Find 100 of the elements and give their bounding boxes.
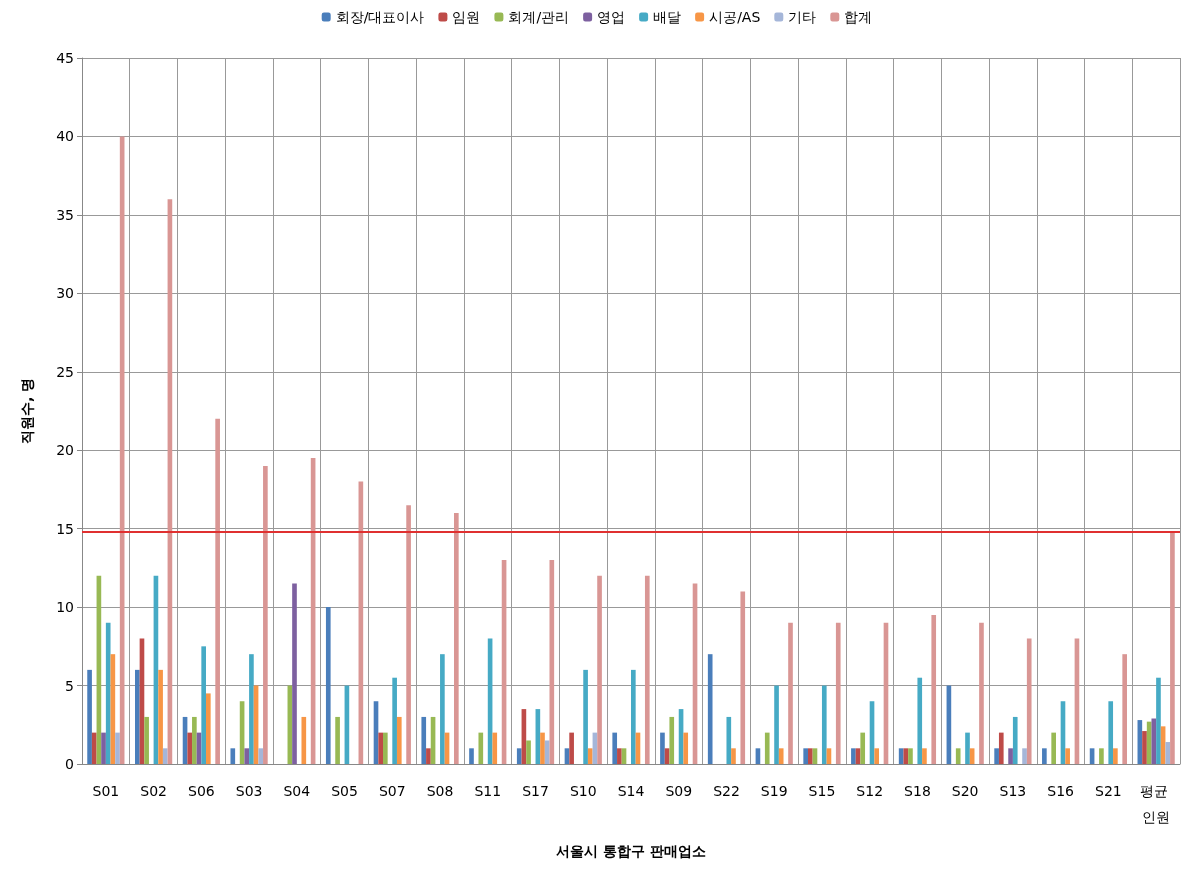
bar — [617, 748, 622, 764]
bar — [301, 716, 307, 764]
x-tick-label: 평균 인원 — [1139, 783, 1173, 825]
y-axis-title: 직원수, 명 — [19, 377, 35, 445]
bar — [707, 654, 713, 764]
bar — [965, 732, 970, 764]
x-tick-label: S20 — [951, 783, 979, 799]
bar — [478, 732, 484, 764]
bar — [526, 740, 531, 764]
x-tick-label: S11 — [474, 783, 502, 799]
bar — [263, 465, 268, 764]
bar — [583, 669, 588, 764]
bar — [612, 732, 618, 764]
x-tick-label: S13 — [999, 783, 1027, 799]
bar — [516, 748, 522, 764]
bar — [162, 748, 168, 764]
bar — [335, 716, 340, 764]
bar — [1108, 701, 1114, 764]
bar — [998, 732, 1004, 764]
bar — [1156, 677, 1161, 764]
bar — [669, 716, 675, 764]
x-tick-label: S07 — [378, 783, 406, 799]
legend-label: 합계 — [844, 9, 873, 25]
bar — [206, 693, 211, 764]
x-tick-label: S01 — [92, 783, 120, 799]
bar — [908, 748, 913, 764]
legend-label: 회계/관리 — [508, 9, 570, 25]
bar — [922, 748, 927, 764]
bar — [144, 716, 149, 764]
bar — [134, 669, 140, 764]
bar — [979, 622, 984, 764]
bar — [469, 748, 474, 764]
bar — [1170, 531, 1175, 764]
bar — [764, 732, 770, 764]
bar — [549, 560, 555, 764]
x-tick-label: S02 — [140, 783, 167, 799]
bar — [1165, 742, 1171, 764]
bar — [860, 732, 866, 764]
bar — [383, 732, 388, 764]
bar — [1022, 748, 1027, 764]
bar — [740, 591, 746, 764]
legend-label: 배달 — [653, 9, 682, 25]
bar — [392, 677, 397, 764]
bar — [115, 732, 120, 764]
bar — [1008, 748, 1013, 764]
bar — [492, 732, 498, 764]
bar — [1026, 638, 1032, 764]
bar — [1151, 718, 1157, 764]
bar — [101, 732, 106, 764]
bar — [215, 418, 220, 764]
bar — [201, 646, 206, 764]
bar — [87, 669, 92, 764]
bar — [731, 748, 736, 764]
x-tick-label: S18 — [904, 783, 931, 799]
bar — [917, 677, 923, 764]
bar — [454, 512, 459, 764]
bar — [726, 716, 732, 764]
bar — [807, 748, 813, 764]
bar — [683, 732, 689, 764]
bar — [91, 732, 97, 764]
y-tick-label: 5 — [65, 677, 74, 694]
x-tick-label: S04 — [283, 783, 311, 799]
bar — [774, 685, 779, 764]
bar — [230, 748, 236, 764]
bar — [1122, 654, 1128, 764]
y-tick-label: 0 — [65, 756, 74, 772]
bar — [660, 732, 665, 764]
legend-label: 시공/AS — [709, 9, 761, 25]
y-tick-label: 15 — [56, 520, 74, 537]
bar — [406, 505, 411, 764]
x-axis-title: 서울시 통합구 판매업소 — [556, 843, 706, 859]
bar — [955, 748, 961, 764]
bar — [192, 716, 197, 764]
bar — [1065, 748, 1070, 764]
x-tick-label: S21 — [1095, 783, 1122, 799]
y-tick-label: 35 — [56, 206, 74, 223]
bar — [778, 748, 784, 764]
y-tick-label: 20 — [56, 442, 74, 459]
bar — [1051, 732, 1056, 764]
bar — [421, 716, 427, 764]
bar — [569, 732, 574, 764]
bar — [803, 748, 808, 764]
bar — [1012, 716, 1018, 764]
bar — [1042, 748, 1047, 764]
bar — [851, 748, 856, 764]
bar — [396, 716, 402, 764]
x-tick-label: S12 — [856, 783, 884, 799]
bar — [187, 732, 193, 764]
x-tick-label: S15 — [808, 783, 836, 799]
bar — [105, 622, 111, 764]
bar — [1142, 731, 1147, 764]
bar — [440, 654, 445, 764]
bar — [874, 748, 879, 764]
bar — [1113, 748, 1118, 764]
legend-label: 영업 — [597, 9, 626, 25]
x-tick-label: S17 — [522, 783, 549, 799]
bar — [835, 622, 841, 764]
x-tick-label: S16 — [1047, 783, 1075, 799]
legend-label: 회장/대표이사 — [335, 9, 425, 25]
x-tick-label: S05 — [331, 783, 358, 799]
